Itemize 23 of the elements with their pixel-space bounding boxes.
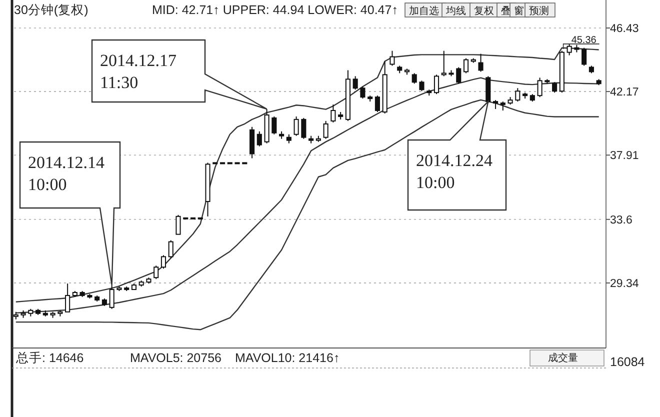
line-series <box>15 99 600 330</box>
annotation: 45.36 <box>571 34 597 46</box>
y-tick-label: 42.17 <box>610 86 639 99</box>
text: 均线 <box>445 5 466 17</box>
text: 复权 <box>474 5 494 17</box>
text: 加自选 <box>409 5 439 17</box>
text: MAVOL10: 21416↑ <box>235 351 340 365</box>
chart-title: 30分钟(复权) <box>14 3 88 17</box>
chart-subtitle: MID: 42.71↑ UPPER: 44.94 LOWER: 40.47↑ <box>152 3 398 17</box>
annotation: 2014.12.24 10:00 <box>416 151 493 192</box>
text: 16084 <box>610 355 645 369</box>
annotation: 2014.12.14 10:00 <box>28 153 105 194</box>
text: MAVOL5: 20756 <box>130 351 222 365</box>
y-tick-label: 29.34 <box>610 278 640 290</box>
text: 预测 <box>529 5 549 17</box>
y-tick-label: 37.91 <box>610 150 639 162</box>
text: 成交量 <box>548 352 578 364</box>
text: 叠 <box>501 6 511 17</box>
annotation: 2014.12.17 11:30 <box>100 51 177 92</box>
y-tick-label: 33.6 <box>610 214 632 226</box>
y-tick-label: 46.43 <box>610 22 639 35</box>
text: 窗 <box>514 5 524 17</box>
text: 总手: 14646 <box>15 351 84 365</box>
